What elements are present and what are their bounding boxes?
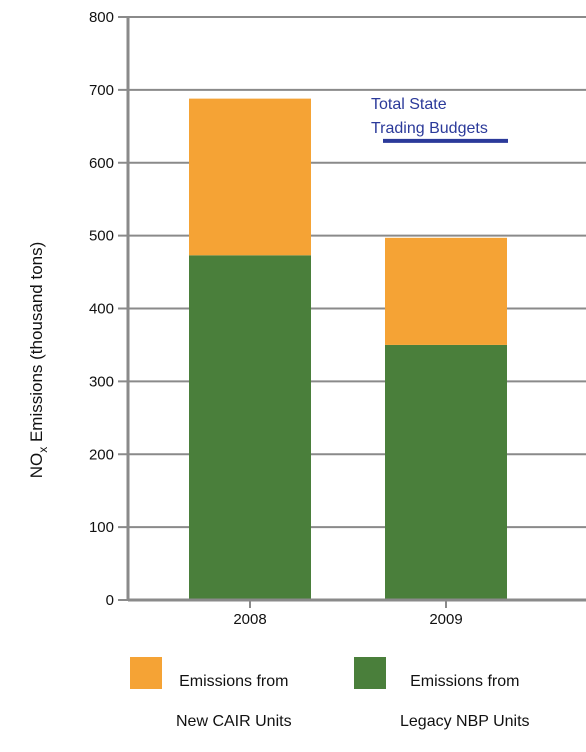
y-tick-label: 600 (89, 155, 114, 172)
legend-swatch-nbp (354, 657, 386, 689)
legend-label-cair: Emissions from New CAIR Units (176, 652, 292, 752)
legend-label-nbp-line2: Legacy NBP Units (400, 713, 530, 730)
legend-item-nbp: Emissions from Legacy NBP Units (354, 652, 530, 752)
annotation-line2: Trading Budgets (371, 120, 488, 137)
y-tick-label: 400 (89, 301, 114, 318)
x-tick-label: 2008 (233, 611, 266, 628)
bars (189, 98, 507, 600)
annotation-line1: Total State (371, 96, 447, 113)
y-tick-label: 500 (89, 228, 114, 245)
axes (118, 16, 586, 608)
y-tick-label: 300 (89, 373, 114, 390)
y-tick-label: 800 (89, 9, 114, 26)
legend-label-nbp: Emissions from Legacy NBP Units (400, 652, 530, 752)
legend-label-cair-line1: Emissions from (179, 673, 289, 690)
y-tick-label: 100 (89, 519, 114, 536)
bar-2009-new-cair (385, 237, 507, 345)
y-tick-labels: 0 100 200 300 400 500 600 700 800 (89, 9, 114, 609)
x-tick-labels: 2008 2009 (233, 611, 462, 628)
y-axis-label-subscript: x (36, 447, 50, 453)
y-axis-label-rest: Emissions (thousand tons) (27, 242, 46, 447)
y-tick-label: 700 (89, 82, 114, 99)
y-axis-label: NOx Emissions (thousand tons) (27, 242, 50, 479)
x-tick-label: 2009 (429, 611, 462, 628)
legend-label-cair-line2: New CAIR Units (176, 713, 292, 730)
legend-swatch-cair (130, 657, 162, 689)
bar-2008-new-cair (189, 98, 311, 256)
bar-2008-legacy-nbp (189, 255, 311, 600)
legend-label-nbp-line1: Emissions from (410, 673, 520, 690)
legend-item-cair: Emissions from New CAIR Units (130, 652, 292, 752)
y-axis-label-main: NO (27, 453, 46, 479)
y-tick-label: 200 (89, 446, 114, 463)
budget-annotation: Total State Trading Budgets (371, 96, 508, 143)
bar-2009-legacy-nbp (385, 344, 507, 600)
chart: 0 100 200 300 400 500 600 700 800 2008 2009 Total… (27, 9, 586, 628)
y-tick-label: 0 (106, 592, 114, 609)
legend: Emissions from New CAIR Units Emissions … (0, 650, 586, 730)
